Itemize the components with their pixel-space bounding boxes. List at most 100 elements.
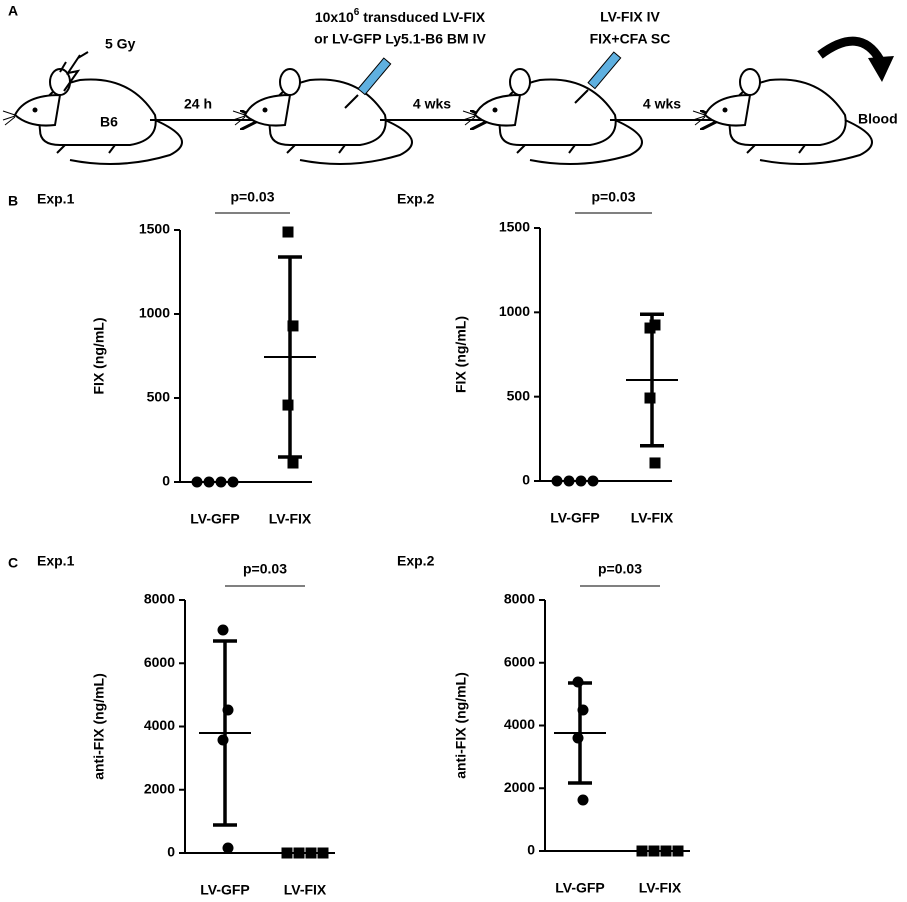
curved-arrow xyxy=(817,36,884,63)
step-label: 24 h xyxy=(184,96,212,112)
data-point xyxy=(636,845,648,857)
panel-letter: B xyxy=(8,193,18,209)
injection-line2: or LV-GFP Ly5.1-B6 BM IV xyxy=(314,31,486,47)
data-point xyxy=(215,476,227,488)
data-point xyxy=(649,457,661,469)
chart-title: Exp.1 xyxy=(37,191,75,207)
annotation: p=0.03 xyxy=(592,189,636,205)
error-bar xyxy=(213,639,237,827)
chart-title: Exp.2 xyxy=(397,191,435,207)
x-tick-label: LV-FIX xyxy=(631,510,674,526)
chart: C Exp.1 anti-FIX (ng/mL) 0 2000 4000 6000 8000 p… xyxy=(8,553,335,898)
chart: Exp.2 FIX (ng/mL) 0 500 1000 1500 p=0.03 LV-GFP… xyxy=(397,189,678,526)
data-point xyxy=(563,475,575,487)
y-tick-label: 0 xyxy=(522,472,530,488)
x-tick-label: LV-GFP xyxy=(200,882,250,898)
data-point xyxy=(282,399,294,411)
mouse xyxy=(692,68,873,165)
data-point xyxy=(293,847,305,859)
panel-letter: A xyxy=(8,3,18,19)
y-tick-label: 0 xyxy=(162,473,170,489)
strain: B6 xyxy=(100,114,118,130)
endpoint: Blood xyxy=(858,111,898,127)
x-tick-label: LV-GFP xyxy=(550,510,600,526)
data-point xyxy=(227,476,239,488)
arrow-head xyxy=(868,56,894,82)
step-label: 4 wks xyxy=(643,96,681,112)
data-point xyxy=(191,476,203,488)
error-bar xyxy=(568,681,592,785)
data-point xyxy=(281,847,293,859)
panel-letter: C xyxy=(8,555,18,571)
annotation: p=0.03 xyxy=(243,561,287,577)
data-point xyxy=(649,319,661,331)
boost-line1: LV-FIX IV xyxy=(600,9,660,25)
y-axis-label: FIX (ng/mL) xyxy=(453,316,469,393)
annotation: p=0.03 xyxy=(598,561,642,577)
data-point xyxy=(660,845,672,857)
data-point xyxy=(572,732,584,744)
data-point xyxy=(282,226,294,238)
y-tick-label: 1500 xyxy=(139,221,170,237)
chart: B Exp.1 FIX (ng/mL) 0 500 1000 1500 p=0.03 LV-GF… xyxy=(8,189,316,527)
dose: 5 Gy xyxy=(105,36,136,52)
x-tick-label: LV-GFP xyxy=(190,511,240,527)
mouse xyxy=(232,68,413,165)
y-tick-label: 0 xyxy=(527,842,535,858)
schematic: A 5 Gy B6 24 h 10x106 transduced LV-FIX … xyxy=(2,3,898,165)
y-tick-label: 1000 xyxy=(499,303,530,319)
x-tick-label: LV-FIX xyxy=(269,511,312,527)
irradiation-icon xyxy=(59,51,89,92)
y-tick-label: 4000 xyxy=(504,716,535,732)
y-tick-label: 0 xyxy=(167,844,175,860)
y-tick-label: 500 xyxy=(507,387,531,403)
y-axis-label: anti-FIX (ng/mL) xyxy=(91,673,107,780)
x-tick-label: LV-FIX xyxy=(639,880,682,896)
data-point xyxy=(575,475,587,487)
chart-title: Exp.2 xyxy=(397,553,435,569)
data-point xyxy=(217,624,229,636)
y-tick-label: 1000 xyxy=(139,305,170,321)
annotation: p=0.03 xyxy=(231,189,275,205)
boost-line2: FIX+CFA SC xyxy=(590,31,671,47)
syringe-icon xyxy=(574,51,622,104)
data-point xyxy=(203,476,215,488)
error-bar xyxy=(640,312,664,448)
chart-title: Exp.1 xyxy=(37,553,75,569)
step-label: 4 wks xyxy=(413,96,451,112)
data-point xyxy=(305,847,317,859)
x-tick-label: LV-FIX xyxy=(284,882,327,898)
y-tick-label: 6000 xyxy=(504,653,535,669)
syringe-icon xyxy=(344,57,392,109)
text: 10x10 xyxy=(315,9,354,25)
data-point xyxy=(287,320,299,332)
mouse xyxy=(462,68,643,165)
data-point xyxy=(217,734,229,746)
y-tick-label: 500 xyxy=(147,389,171,405)
text: transduced LV-FIX xyxy=(359,9,485,25)
mouse xyxy=(2,68,183,165)
y-axis-label: FIX (ng/mL) xyxy=(91,318,107,395)
y-tick-label: 2000 xyxy=(144,780,175,796)
data-point xyxy=(672,845,684,857)
x-tick-label: LV-GFP xyxy=(555,880,605,896)
data-point xyxy=(577,794,589,806)
error-bar xyxy=(278,255,302,459)
data-point xyxy=(644,392,656,404)
data-point xyxy=(587,475,599,487)
data-point xyxy=(648,845,660,857)
y-tick-label: 1500 xyxy=(499,219,530,235)
data-point xyxy=(317,847,329,859)
y-tick-label: 8000 xyxy=(504,591,535,607)
y-tick-label: 6000 xyxy=(144,654,175,670)
data-point xyxy=(287,457,299,469)
y-tick-label: 4000 xyxy=(144,717,175,733)
y-tick-label: 8000 xyxy=(144,591,175,607)
chart: Exp.2 anti-FIX (ng/mL) 0 2000 4000 6000 8000 p=… xyxy=(397,553,690,896)
data-point xyxy=(551,475,563,487)
data-point xyxy=(222,842,234,854)
y-tick-label: 2000 xyxy=(504,779,535,795)
superscript: 6 xyxy=(354,7,360,18)
y-axis-label: anti-FIX (ng/mL) xyxy=(453,672,469,779)
